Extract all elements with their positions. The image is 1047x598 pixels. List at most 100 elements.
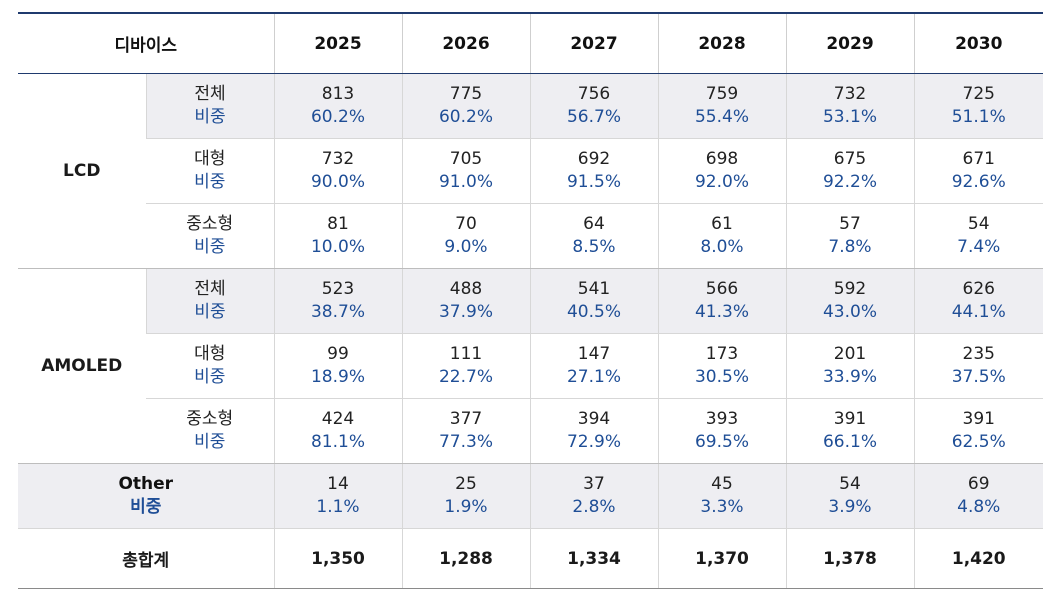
share-text: 2.8% [572,497,616,517]
group-label: LCD [18,73,146,269]
value-cell: 523 38.7% [273,268,402,334]
value-cell: 541 40.5% [529,268,658,334]
year-header: 2028 [657,12,786,74]
other-label-cell: Other 비중 [18,463,274,529]
value-cell: 813 60.2% [273,73,402,139]
total-row: 총합계 1,350 1,288 1,334 1,370 1,378 1,420 [18,528,1043,589]
value-cell: 393 69.5% [657,398,786,464]
value-cell: 99 18.9% [273,333,402,399]
value-cell: 111 22.7% [401,333,530,399]
value-text: 592 [833,279,867,299]
value-text: 64 [583,214,605,234]
value-cell: 705 91.0% [401,138,530,204]
value-text: Other [118,474,174,494]
share-text: 비중 [194,237,226,257]
value-cell: 37 2.8% [529,463,658,529]
value-text: 523 [321,279,355,299]
value-text: 393 [705,409,739,429]
value-text: 대형 [194,344,226,364]
share-text: 3.3% [700,497,744,517]
share-text: 92.0% [694,172,749,192]
value-text: 698 [705,149,739,169]
table-row: AMOLED 전체 비중 523 38.7% 488 37.9% 541 40.5% 566 41.… [18,268,1043,464]
value-cell: 377 77.3% [401,398,530,464]
share-text: 비중 [194,367,226,387]
value-text: 중소형 [186,409,234,429]
value-cell: 54 3.9% [785,463,914,529]
share-text: 91.0% [438,172,493,192]
table-body: LCD 전체 비중 813 60.2% 775 60.2% 756 56.7% 759 55.4% 7… [18,73,1043,589]
value-text: 424 [321,409,355,429]
value-cell: 391 62.5% [913,398,1043,464]
value-text: 626 [962,279,995,299]
value-text: 전체 [194,84,226,104]
value-text: 37 [583,474,605,494]
value-text: 81 [327,214,349,234]
value-text: 394 [577,409,611,429]
share-text: 4.8% [957,497,1001,517]
share-text: 43.0% [822,302,877,322]
other-row: Other 비중 14 1.1% 25 1.9% 37 2.8% 45 3.3% 54 3.9% 69 4… [18,463,1043,529]
total-value: 1,378 [785,528,914,589]
share-text: 비중 [194,302,226,322]
value-text: 756 [577,84,611,104]
value-cell: 201 33.9% [785,333,914,399]
value-text: 671 [962,149,995,169]
share-text: 22.7% [438,367,493,387]
value-text: 675 [833,149,867,169]
value-cell: 759 55.4% [657,73,786,139]
value-cell: 69 4.8% [913,463,1043,529]
value-text: 69 [967,474,990,494]
share-text: 비중 [194,432,226,452]
total-value: 1,350 [273,528,402,589]
value-text: 14 [327,474,349,494]
value-text: 57 [839,214,861,234]
value-cell: 692 91.5% [529,138,658,204]
share-text: 33.9% [822,367,877,387]
share-text: 37.9% [438,302,493,322]
share-text: 1.1% [316,497,360,517]
value-cell: 235 37.5% [913,333,1043,399]
share-text: 38.7% [310,302,365,322]
year-header: 2027 [529,12,658,74]
value-text: 725 [962,84,995,104]
year-header: 2030 [913,12,1043,74]
share-text: 51.1% [951,107,1006,127]
value-text: 391 [962,409,995,429]
value-cell: 70 9.0% [401,203,530,269]
value-cell: 756 56.7% [529,73,658,139]
value-cell: 61 8.0% [657,203,786,269]
share-text: 8.0% [700,237,744,257]
year-header: 2026 [401,12,530,74]
table-row: 중소형 비중 424 81.1% 377 77.3% 394 72.9% 393 69.5% 391… [18,398,1043,464]
value-cell: 대형 비중 [146,138,274,204]
total-value: 1,370 [657,528,786,589]
value-cell: 626 44.1% [913,268,1043,334]
value-cell: 671 92.6% [913,138,1043,204]
share-text: 40.5% [566,302,621,322]
value-cell: 675 92.2% [785,138,914,204]
value-text: 54 [967,214,990,234]
value-text: 566 [705,279,739,299]
value-cell: 775 60.2% [401,73,530,139]
share-text: 92.6% [951,172,1006,192]
value-text: 775 [449,84,483,104]
share-text: 37.5% [951,367,1006,387]
share-text: 30.5% [694,367,749,387]
share-text: 41.3% [694,302,749,322]
value-cell: 391 66.1% [785,398,914,464]
share-text: 77.3% [438,432,493,452]
table-row: 대형 비중 99 18.9% 111 22.7% 147 27.1% 173 30.5% 201 33… [18,333,1043,399]
value-cell: 전체 비중 [145,268,274,334]
value-cell: 14 1.1% [273,463,402,529]
value-text: 25 [455,474,477,494]
value-text: 중소형 [186,214,234,234]
value-cell: 81 10.0% [273,203,402,269]
value-cell: 592 43.0% [785,268,914,334]
year-header: 2029 [785,12,914,74]
value-text: 173 [705,344,739,364]
value-cell: 488 37.9% [401,268,530,334]
header-row: 디바이스 2025 2026 2027 2028 2029 2030 [18,12,1043,74]
share-text: 10.0% [310,237,365,257]
